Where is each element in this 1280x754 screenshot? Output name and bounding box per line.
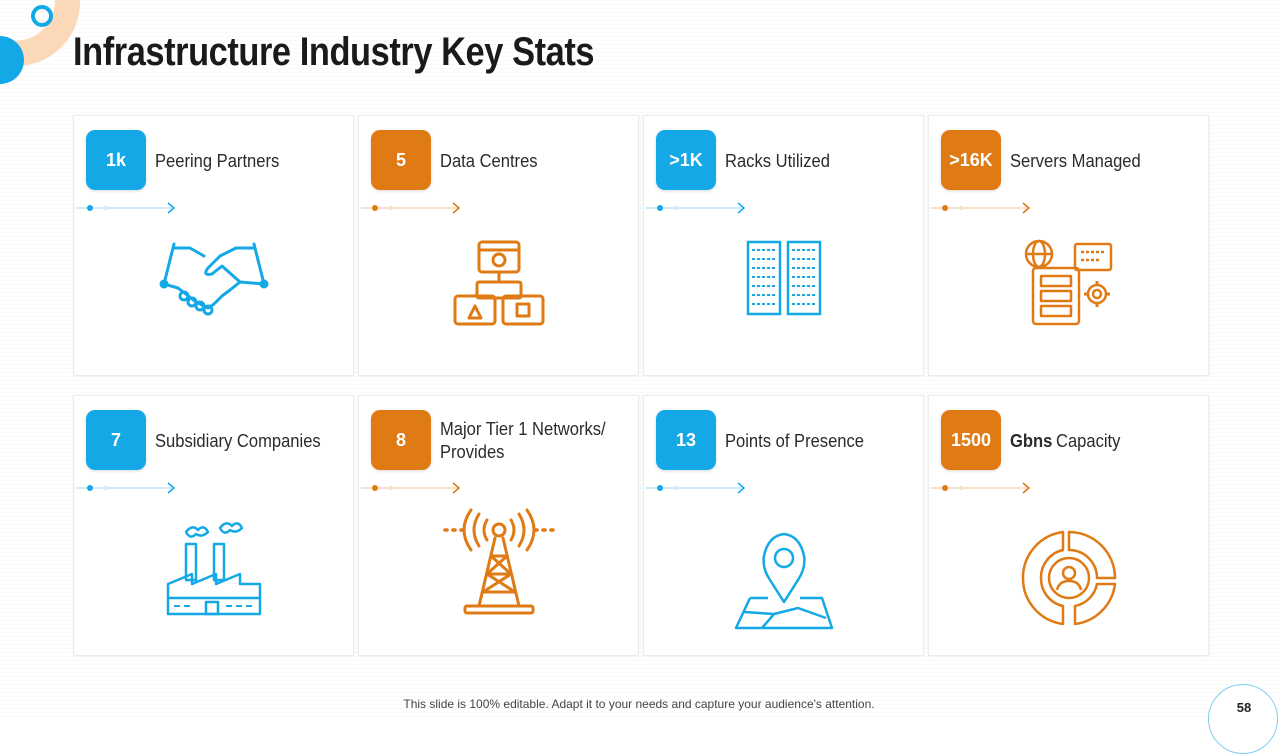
- factory-icon: [166, 522, 261, 616]
- stat-label: Data Centres: [440, 150, 538, 171]
- page-number: 58: [1236, 700, 1252, 715]
- stat-label: Major Tier 1 Networks/ Provides: [440, 419, 606, 462]
- stats-grid: 1k Peering Partners 5 Data Centres: [73, 115, 1209, 656]
- stat-value-badge: >1K: [656, 130, 716, 190]
- handshake-icon: [159, 242, 268, 316]
- radio-tower-icon: [442, 508, 555, 615]
- server-racks-icon: [746, 240, 821, 316]
- stat-label: Gbns Capacity: [1010, 430, 1121, 451]
- stat-card: 13 Points of Presence: [643, 395, 924, 656]
- arrow-connector-icon: [931, 482, 1031, 494]
- server-gear-globe-icon: [1024, 239, 1112, 326]
- arrow-connector-icon: [361, 202, 461, 214]
- arrow-connector-icon: [76, 202, 176, 214]
- stat-value-badge: >16K: [941, 130, 1001, 190]
- stat-card: 5 Data Centres: [358, 115, 639, 376]
- stat-label: Points of Presence: [725, 430, 865, 451]
- network-hierarchy-icon: [453, 240, 544, 326]
- stat-value-badge: 7: [86, 410, 146, 470]
- corner-decoration: [0, 0, 81, 84]
- stat-value-badge: 8: [371, 410, 431, 470]
- arrow-connector-icon: [76, 482, 176, 494]
- stat-label: Racks Utilized: [725, 150, 830, 171]
- stat-value-badge: 1k: [86, 130, 146, 190]
- arrow-connector-icon: [361, 482, 461, 494]
- footer-note: This slide is 100% editable. Adapt it to…: [403, 697, 875, 711]
- arrow-connector-icon: [646, 482, 746, 494]
- stat-card: 1k Peering Partners: [73, 115, 354, 376]
- stat-card: >16K Servers Managed: [928, 115, 1209, 376]
- stat-card: 7 Subsidiary Companies: [73, 395, 354, 656]
- page-number-badge: 58: [1208, 684, 1278, 754]
- map-pin-icon: [734, 532, 833, 630]
- page-title: Infrastructure Industry Key Stats: [73, 30, 595, 74]
- stat-card: >1K Racks Utilized: [643, 115, 924, 376]
- stat-label: Peering Partners: [155, 150, 280, 171]
- arrow-connector-icon: [646, 202, 746, 214]
- stat-value-badge: 5: [371, 130, 431, 190]
- stat-label: Servers Managed: [1010, 150, 1141, 171]
- stat-label: Subsidiary Companies: [155, 430, 321, 451]
- user-target-icon: [1021, 530, 1116, 626]
- stat-value-badge: 13: [656, 410, 716, 470]
- stat-card: 1500 Gbns Capacity: [928, 395, 1209, 656]
- stat-value-badge: 1500: [941, 410, 1001, 470]
- stat-card: 8 Major Tier 1 Networks/ Provides: [358, 395, 639, 656]
- arrow-connector-icon: [931, 202, 1031, 214]
